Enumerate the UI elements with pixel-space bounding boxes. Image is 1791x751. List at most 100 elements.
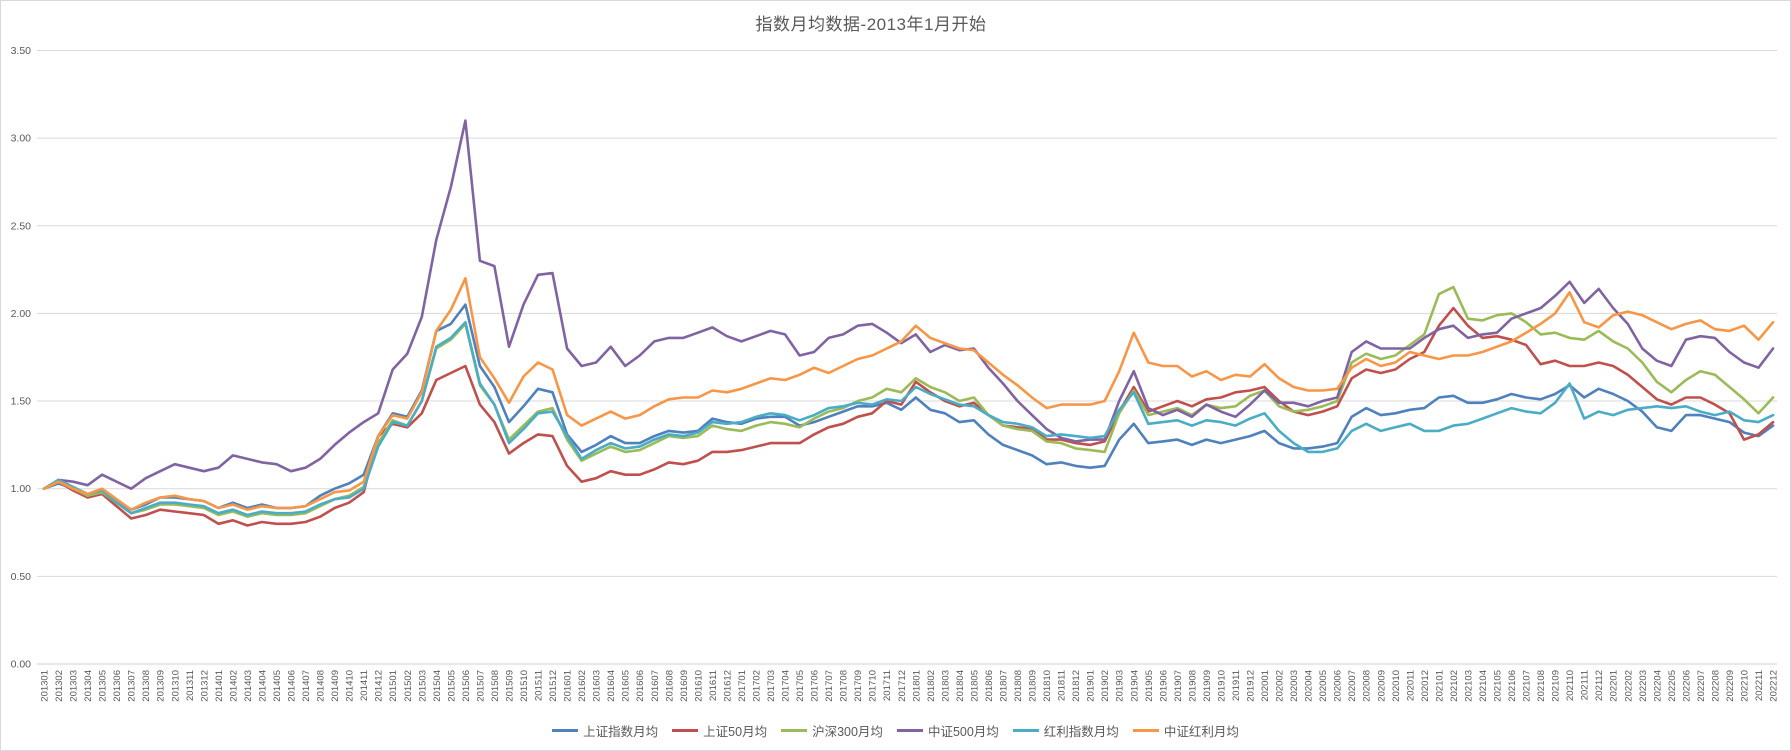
dividend-index-line [42,320,1775,517]
x-axis-tick-label: 201410 [345,670,356,702]
x-axis-tick-label: 201804 [955,670,966,702]
x-axis-tick-label: 201612 [722,670,733,702]
x-axis-tick-label: 201606 [635,670,646,702]
x-axis-tick-label: 202205 [1667,670,1678,702]
x-axis-tick-label: 201511 [534,670,545,701]
x-axis-tick-label: 201704 [781,670,792,702]
y-axis-tick-label: 1.50 [11,396,32,408]
x-axis-tick-label: 201709 [853,670,864,702]
y-axis-tick-label: 3.50 [11,45,32,57]
legend-item-csi300: 沪深300月均 [781,721,883,740]
x-axis-tick-label: 201411 [359,670,370,701]
x-axis-tick-label: 201301 [40,670,51,702]
x-axis-tick-label: 201907 [1173,670,1184,702]
x-axis-tick-label: 201604 [606,670,617,702]
x-axis-tick-label: 202105 [1493,670,1504,702]
x-axis-tick-label: 201507 [475,670,486,702]
x-axis-tick-label: 201308 [141,670,152,702]
x-axis-tick-label: 201603 [592,670,603,702]
csi300-line [42,285,1775,519]
x-axis-tick-label: 201601 [563,670,574,702]
x-axis-tick-label: 202007 [1347,670,1358,702]
x-axis-tick-label: 201502 [403,670,414,702]
x-axis-tick-label: 201504 [432,670,443,702]
sse-index-line [42,303,1775,512]
legend-item-sse-index: 上证指数月均 [552,721,658,740]
x-axis-tick-label: 201605 [621,670,632,702]
legend-label: 上证50月均 [703,725,768,739]
x-axis-tick-label: 201805 [969,670,980,702]
x-axis-tick-label: 201405 [272,670,283,702]
x-axis-tick-label: 201802 [926,670,937,702]
x-axis-tick-label: 201807 [998,670,1009,702]
x-axis-tick-label: 201509 [504,670,515,702]
x-axis-tick-label: 201312 [199,670,210,702]
x-axis-tick-label: 201408 [316,670,327,702]
x-axis-tick-label: 201909 [1202,670,1213,702]
x-axis-tick-label: 201303 [69,670,80,702]
x-axis-tick-label: 201808 [1013,670,1024,702]
x-axis-tick-label: 201412 [374,670,385,702]
x-axis-tick-label: 201702 [751,670,762,702]
x-axis-tick-label: 201710 [868,670,879,702]
x-axis-tick-label: 201706 [810,670,821,702]
chart-title: 指数月均数据-2013年1月开始 [755,15,987,34]
x-axis-tick-label: 202202 [1623,670,1634,702]
x-axis-tick-label: 202203 [1638,670,1649,702]
legend-item-csi-dividend: 中证红利月均 [1132,721,1239,740]
x-axis-tick-label: 201611 [708,670,719,701]
legend-swatch [672,729,699,732]
x-axis-tick-label: 201406 [287,670,298,702]
x-axis-tick-label: 201503 [417,670,428,702]
x-axis-tick-label: 201902 [1100,670,1111,702]
legend-swatch [1012,729,1039,732]
x-axis-tick-label: 201908 [1187,670,1198,702]
x-axis-tick-label: 201911 [1231,670,1242,701]
x-axis-tick-label: 202211 [1754,670,1765,701]
legend-item-dividend-index: 红利指数月均 [1012,721,1119,740]
x-axis-tick-label: 202006 [1333,670,1344,702]
legend-swatch [552,729,579,732]
x-axis-tick-label: 201404 [257,670,268,702]
x-axis-tick-label: 201302 [54,670,65,702]
x-axis-tick-label: 202208 [1710,670,1721,702]
x-axis-tick-label: 202009 [1376,670,1387,702]
x-axis-tick-label: 201409 [330,670,341,702]
x-axis-tick-label: 202207 [1696,670,1707,702]
x-axis-tick-label: 202111 [1580,670,1591,700]
x-axis-tick-label: 201811 [1057,670,1068,701]
x-axis-tick-label: 201401 [214,670,225,702]
x-axis-tick-label: 201905 [1144,670,1155,702]
x-axis-tick-label: 201806 [984,670,995,702]
legend-label: 红利指数月均 [1043,725,1119,739]
x-axis-tick-label: 201708 [839,670,850,702]
x-axis-tick-label: 202204 [1652,670,1663,702]
x-axis-tick-label: 202210 [1740,670,1751,702]
x-axis-tick-label: 201903 [1115,670,1126,702]
x-axis-tick-label: 202005 [1318,670,1329,702]
x-axis-tick-label: 201712 [897,670,908,702]
x-axis-tick-label: 202010 [1391,670,1402,702]
x-axis-tick-label: 201607 [650,670,661,702]
x-axis-tick-label: 201506 [461,670,472,702]
x-axis-tick-label: 202002 [1275,670,1286,702]
x-axis-tick-label: 202001 [1260,670,1271,702]
y-axis-tick-label: 2.00 [11,308,32,320]
x-axis-tick-label: 201310 [170,670,181,702]
x-axis-tick-label: 201809 [1028,670,1039,702]
x-axis-tick-label: 201311 [185,670,196,701]
x-axis-tick-label: 201810 [1042,670,1053,702]
x-axis-tick-label: 201906 [1158,670,1169,702]
x-axis-tick-label: 201912 [1245,670,1256,702]
x-axis-tick-label: 202212 [1769,670,1780,702]
x-axis-tick-label: 202102 [1449,670,1460,702]
legend-swatch [781,729,808,732]
x-axis-tick-label: 202106 [1507,670,1518,702]
legend-item-sse50: 上证50月均 [672,721,767,740]
x-axis-tick-label: 202209 [1725,670,1736,702]
x-axis-tick-label: 201309 [156,670,167,702]
x-axis-tick-label: 202201 [1609,670,1620,702]
legend-label: 中证500月均 [927,725,999,739]
x-axis-tick-label: 202104 [1478,670,1489,702]
